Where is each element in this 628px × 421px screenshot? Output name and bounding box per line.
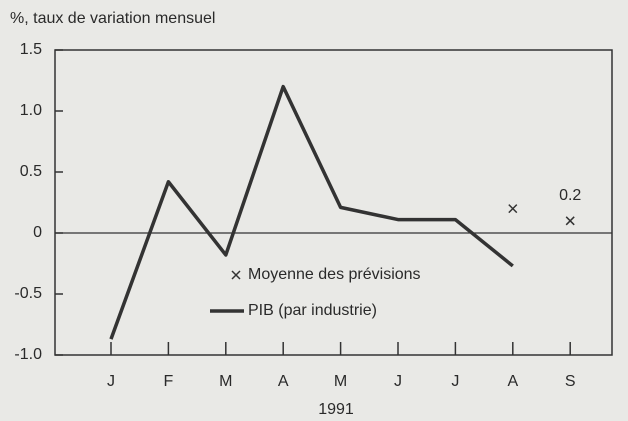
x-marker (565, 216, 575, 226)
y-tick-label: 0.5 (20, 163, 42, 180)
x-tick-label: J (107, 373, 115, 390)
x-tick-label: A (507, 373, 518, 390)
legend-label: Moyenne des prévisions (248, 266, 421, 283)
x-tick-label: J (394, 373, 402, 390)
x-axis-title: 1991 (318, 401, 354, 418)
x-tick-label: S (565, 373, 576, 390)
y-tick-label: 1.5 (20, 41, 42, 58)
y-tick-label: 0 (33, 224, 42, 241)
x-tick-label: A (278, 373, 289, 390)
y-axis-title: %, taux de variation mensuel (10, 10, 215, 27)
y-tick-label: 1.0 (20, 102, 42, 119)
x-marker (508, 204, 518, 214)
y-tick-label: -1.0 (14, 346, 42, 363)
x-tick-label: J (451, 373, 459, 390)
series-line (109, 84, 514, 340)
annotation: 0.2 (559, 187, 581, 204)
legend-label: PIB (par industrie) (248, 302, 377, 319)
x-tick-label: M (219, 373, 232, 390)
plot-frame (54, 49, 613, 356)
x-tick-label: F (164, 373, 174, 390)
y-tick-label: -0.5 (14, 285, 42, 302)
legend-swatch (231, 270, 241, 280)
x-tick-label: M (334, 373, 347, 390)
